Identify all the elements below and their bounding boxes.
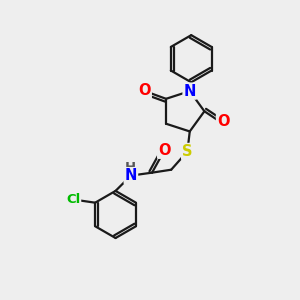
Text: O: O xyxy=(217,114,230,129)
Text: S: S xyxy=(182,144,193,159)
Text: O: O xyxy=(138,83,151,98)
Text: Cl: Cl xyxy=(66,193,80,206)
Text: O: O xyxy=(158,143,171,158)
Text: H: H xyxy=(125,161,136,174)
Text: N: N xyxy=(184,84,196,99)
Text: N: N xyxy=(125,168,137,183)
